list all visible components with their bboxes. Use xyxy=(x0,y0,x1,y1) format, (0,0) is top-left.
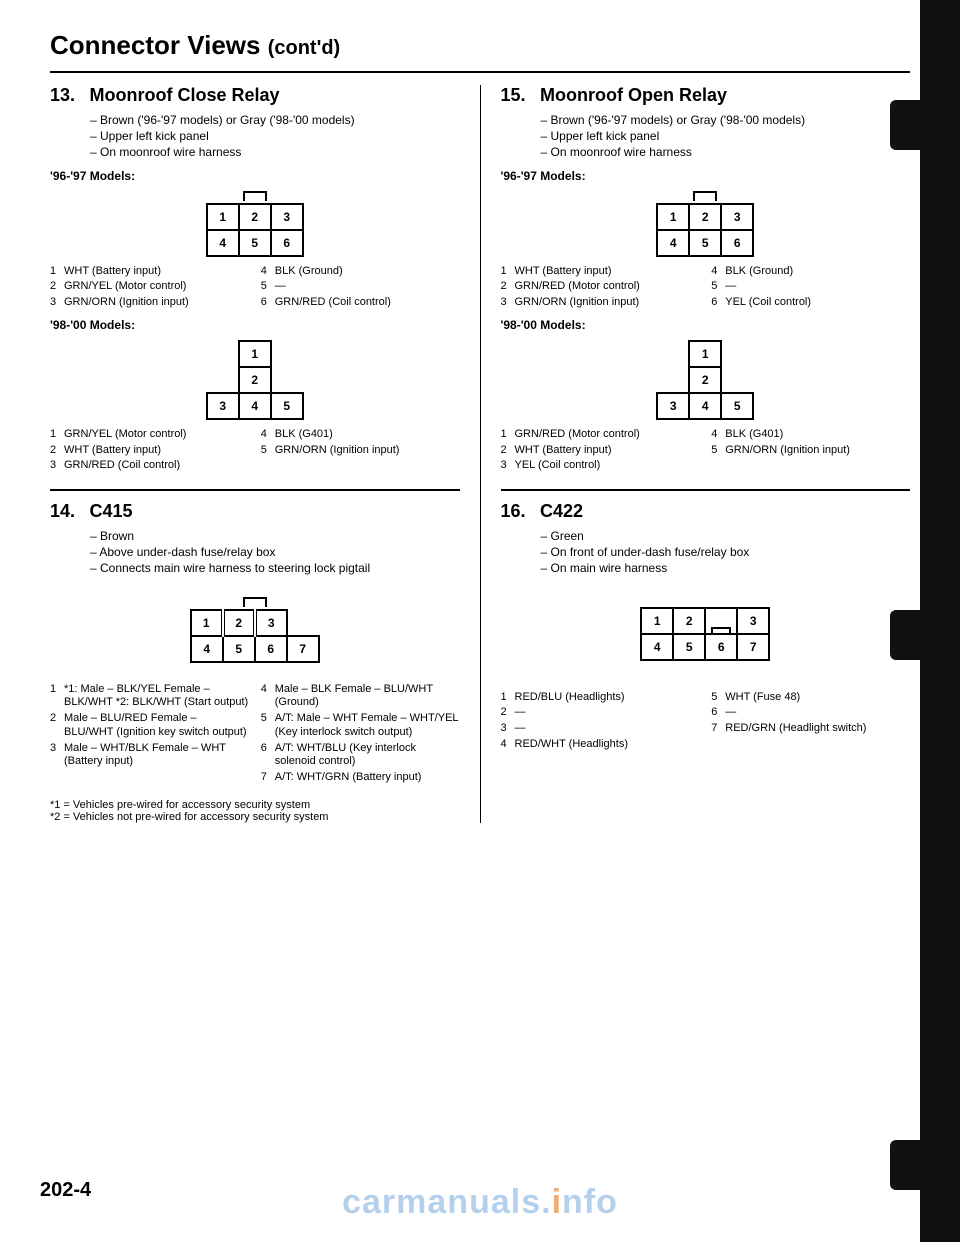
pin: 1 xyxy=(239,341,271,367)
title-main: Connector Views xyxy=(50,30,260,60)
pin: 2 xyxy=(239,367,271,393)
pin: 6 xyxy=(721,230,753,256)
watermark: carmanuals.info xyxy=(0,1183,960,1222)
divider xyxy=(501,489,911,491)
model-label: '98-'00 Models: xyxy=(50,318,460,332)
footnote: *1 = Vehicles pre-wired for accessory se… xyxy=(50,799,460,811)
pin: 4 xyxy=(641,634,673,660)
pin: 4 xyxy=(191,636,223,662)
model-label: '96-'97 Models: xyxy=(501,169,911,183)
pin-list: 1*1: Male – BLK/YEL Female – BLK/WHT *2:… xyxy=(50,683,460,787)
pin: 1 xyxy=(207,204,239,230)
pin: 1 xyxy=(657,204,689,230)
pin: 3 xyxy=(207,393,239,419)
right-column: 15. Moonroof Open Relay – Brown ('96-'97… xyxy=(480,85,911,823)
pin: 4 xyxy=(657,230,689,256)
page-title: Connector Views (cont'd) xyxy=(50,30,910,61)
section-title: C422 xyxy=(540,501,583,521)
connector-diagram: 1 2 3 4 5 6 7 xyxy=(501,607,911,661)
section-notes: – Brown ('96-'97 models) or Gray ('98-'0… xyxy=(541,112,911,161)
pin: 1 xyxy=(641,608,673,634)
section-number: 15. xyxy=(501,85,526,106)
footnote: *2 = Vehicles not pre-wired for accessor… xyxy=(50,811,460,823)
pin: 3 xyxy=(657,393,689,419)
model-label: '98-'00 Models: xyxy=(501,318,911,332)
pin-list: 1RED/BLU (Headlights) 2— 3— 4RED/WHT (He… xyxy=(501,691,911,754)
pin-list: 1GRN/RED (Motor control) 2WHT (Battery i… xyxy=(501,428,911,475)
pin: 5 xyxy=(673,634,705,660)
note: – Upper left kick panel xyxy=(90,128,460,144)
divider xyxy=(50,71,910,73)
pin: 2 xyxy=(223,610,255,636)
pin: 6 xyxy=(255,636,287,662)
note: – Connects main wire harness to steering… xyxy=(90,560,460,576)
left-column: 13. Moonroof Close Relay – Brown ('96-'9… xyxy=(50,85,460,823)
title-sub: (cont'd) xyxy=(268,37,341,59)
connector-diagram: 1 2 3 4 5 xyxy=(50,340,460,420)
note: – Green xyxy=(541,528,911,544)
pin: 2 xyxy=(239,204,271,230)
pin-list: 1WHT (Battery input) 2GRN/RED (Motor con… xyxy=(501,265,911,312)
pin: 4 xyxy=(689,393,721,419)
section-13: 13. Moonroof Close Relay – Brown ('96-'9… xyxy=(50,85,460,475)
pin-list: 1GRN/YEL (Motor control) 2WHT (Battery i… xyxy=(50,428,460,475)
pin-list: 1WHT (Battery input) 2GRN/YEL (Motor con… xyxy=(50,265,460,312)
divider xyxy=(50,489,460,491)
pin: 2 xyxy=(673,608,705,634)
model-label: '96-'97 Models: xyxy=(50,169,460,183)
section-15: 15. Moonroof Open Relay – Brown ('96-'97… xyxy=(501,85,911,475)
section-title: Moonroof Close Relay xyxy=(89,85,279,105)
note: – On front of under-dash fuse/relay box xyxy=(541,544,911,560)
pin: 3 xyxy=(255,610,287,636)
pin: 4 xyxy=(207,230,239,256)
pin: 1 xyxy=(191,610,223,636)
section-number: 13. xyxy=(50,85,75,106)
note: – Brown ('96-'97 models) or Gray ('98-'0… xyxy=(541,112,911,128)
note: – Brown ('96-'97 models) or Gray ('98-'0… xyxy=(90,112,460,128)
section-14: 14. C415 – Brown – Above under-dash fuse… xyxy=(50,501,460,823)
pin: 5 xyxy=(689,230,721,256)
section-16: 16. C422 – Green – On front of under-das… xyxy=(501,501,911,754)
pin: 3 xyxy=(737,608,769,634)
connector-diagram: 1 2 3 4 5 6 7 xyxy=(50,597,460,663)
note: – Brown xyxy=(90,528,460,544)
section-notes: – Green – On front of under-dash fuse/re… xyxy=(541,528,911,577)
pin: 1 xyxy=(689,341,721,367)
section-number: 14. xyxy=(50,501,75,522)
pin: 2 xyxy=(689,204,721,230)
pin: 5 xyxy=(223,636,255,662)
note: – On moonroof wire harness xyxy=(541,144,911,160)
section-notes: – Brown ('96-'97 models) or Gray ('98-'0… xyxy=(90,112,460,161)
note: – On moonroof wire harness xyxy=(90,144,460,160)
section-notes: – Brown – Above under-dash fuse/relay bo… xyxy=(90,528,460,577)
footnotes: *1 = Vehicles pre-wired for accessory se… xyxy=(50,799,460,823)
pin: 6 xyxy=(705,634,737,660)
pin: 5 xyxy=(721,393,753,419)
connector-diagram: 1 2 3 4 5 6 xyxy=(50,191,460,257)
pin: 6 xyxy=(271,230,303,256)
pin: 3 xyxy=(721,204,753,230)
section-number: 16. xyxy=(501,501,526,522)
section-title: C415 xyxy=(89,501,132,521)
pin: 2 xyxy=(689,367,721,393)
connector-diagram: 1 2 3 4 5 xyxy=(501,340,911,420)
connector-diagram: 1 2 3 4 5 6 xyxy=(501,191,911,257)
pin: 4 xyxy=(239,393,271,419)
pin: 3 xyxy=(271,204,303,230)
pin: 5 xyxy=(271,393,303,419)
pin: 7 xyxy=(737,634,769,660)
pin: 7 xyxy=(287,636,319,662)
section-title: Moonroof Open Relay xyxy=(540,85,727,105)
note: – Upper left kick panel xyxy=(541,128,911,144)
note: – Above under-dash fuse/relay box xyxy=(90,544,460,560)
note: – On main wire harness xyxy=(541,560,911,576)
pin: 5 xyxy=(239,230,271,256)
